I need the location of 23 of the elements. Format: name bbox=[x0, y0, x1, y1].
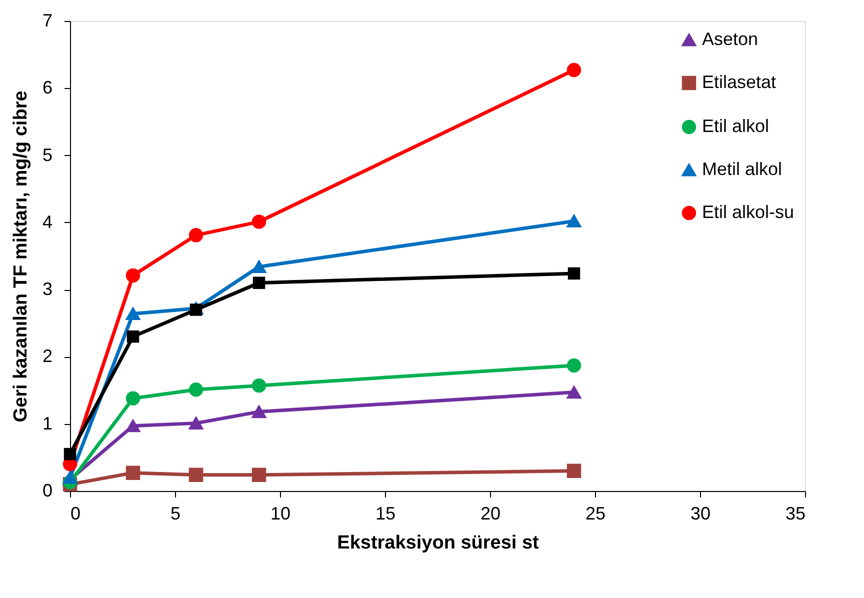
legend-label: Metil alkol bbox=[702, 159, 782, 179]
legend-label: Etil alkol bbox=[702, 116, 770, 136]
y-tick-label: 4 bbox=[42, 212, 52, 232]
y-tick-label: 3 bbox=[42, 279, 52, 300]
y-axis-title: Geri kazanılan TF miktarı, mg/g cibre bbox=[10, 90, 32, 422]
legend-label: Aseton bbox=[702, 29, 758, 49]
x-tick-label: 25 bbox=[585, 504, 606, 524]
legend-label: Etil alkol-su bbox=[702, 202, 794, 222]
y-tick-label: 6 bbox=[42, 78, 52, 98]
x-tick-label: 0 bbox=[70, 504, 81, 524]
x-tick-label: 15 bbox=[375, 504, 396, 524]
y-tick-label: 5 bbox=[42, 144, 52, 165]
y-tick-label: 7 bbox=[42, 10, 52, 30]
x-tick-label: 20 bbox=[480, 504, 501, 524]
x-tick-label: 10 bbox=[270, 504, 291, 524]
legend-label: Etilasetat bbox=[702, 72, 776, 92]
x-tick-label: 5 bbox=[170, 504, 181, 524]
x-tick-label: 30 bbox=[690, 504, 711, 524]
y-tick-label: 0 bbox=[42, 480, 52, 500]
x-axis-title: Ekstraksiyon süresi st bbox=[337, 532, 540, 554]
y-tick-label: 2 bbox=[42, 346, 52, 366]
x-tick-label: 35 bbox=[785, 504, 806, 524]
y-tick-label: 1 bbox=[42, 413, 52, 434]
